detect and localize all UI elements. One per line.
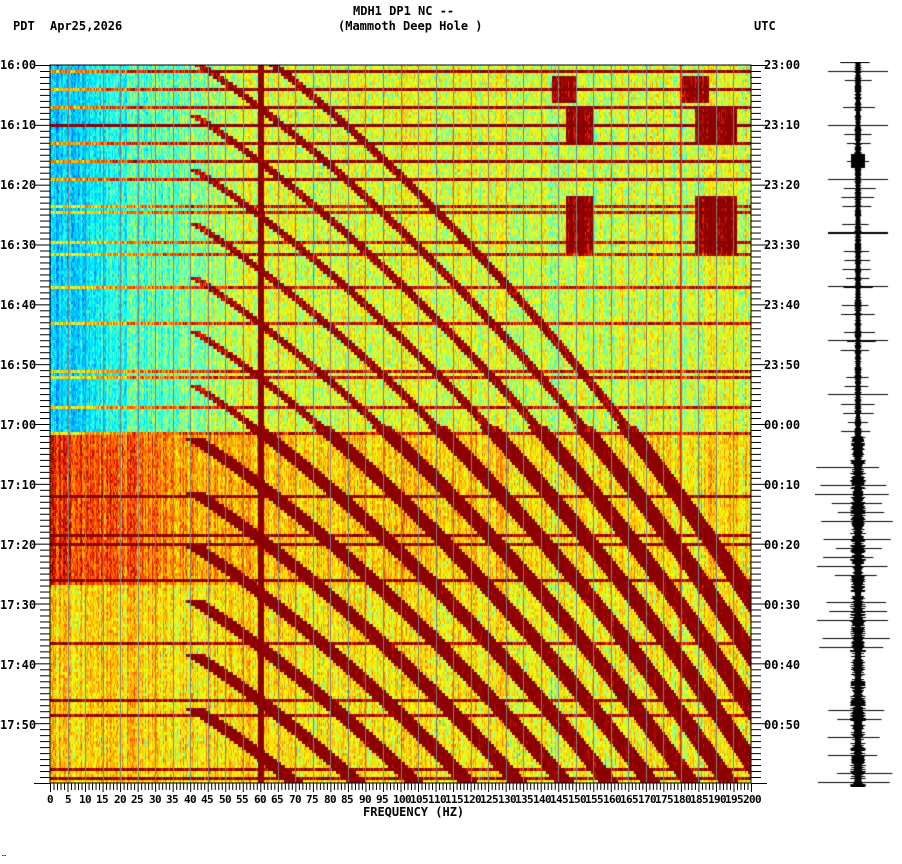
x-tick-label: 165 <box>620 793 639 806</box>
y-tick-label-right: 23:40 <box>764 298 801 312</box>
x-tick-label: 115 <box>445 793 464 806</box>
x-tick-label: 170 <box>638 793 657 806</box>
x-tick-label: 60 <box>254 793 267 806</box>
x-tick-label: 55 <box>236 793 249 806</box>
y-tick-label-right: 23:50 <box>764 358 801 372</box>
y-tick-label-left: 16:00 <box>0 58 37 72</box>
x-tick-label: 135 <box>515 793 534 806</box>
spectrogram-plot <box>50 65 751 783</box>
x-tick-label: 30 <box>149 793 162 806</box>
y-tick-label-right: 00:20 <box>764 538 801 552</box>
y-tick-label-left: 17:00 <box>0 418 37 432</box>
y-tick-label-right: 23:30 <box>764 238 801 252</box>
x-tick-label: 175 <box>655 793 674 806</box>
station-title: MDH1 DP1 NC -- <box>353 4 455 18</box>
x-tick-label: 85 <box>341 793 354 806</box>
x-tick-label: 0 <box>47 793 54 806</box>
x-tick-label: 125 <box>480 793 499 806</box>
y-tick-label-right: 00:30 <box>764 598 801 612</box>
x-axis-title: FREQUENCY (HZ) <box>363 805 465 819</box>
x-tick-label: 25 <box>131 793 144 806</box>
x-tick-label: 65 <box>271 793 284 806</box>
right-timezone-label: UTC <box>754 19 776 33</box>
x-tick-label: 110 <box>428 793 447 806</box>
x-tick-label: 35 <box>166 793 179 806</box>
x-tick-label: 130 <box>498 793 517 806</box>
x-tick-label: 190 <box>708 793 727 806</box>
x-tick-label: 145 <box>550 793 569 806</box>
x-tick-label: 50 <box>219 793 232 806</box>
x-tick-label: 195 <box>725 793 744 806</box>
y-tick-label-right: 23:10 <box>764 118 801 132</box>
x-tick-label: 185 <box>690 793 709 806</box>
x-tick-label: 40 <box>184 793 197 806</box>
y-tick-label-left: 16:50 <box>0 358 37 372</box>
y-tick-label-left: 17:50 <box>0 718 37 732</box>
y-tick-label-right: 23:00 <box>764 58 801 72</box>
y-tick-label-right: 00:50 <box>764 718 801 732</box>
x-tick-label: 100 <box>393 793 412 806</box>
y-tick-label-right: 23:20 <box>764 178 801 192</box>
x-tick-label: 95 <box>376 793 389 806</box>
x-tick-label: 90 <box>359 793 372 806</box>
x-tick-label: 70 <box>289 793 302 806</box>
site-name: (Mammoth Deep Hole ) <box>338 19 483 33</box>
y-tick-label-left: 16:10 <box>0 118 37 132</box>
x-tick-label: 15 <box>96 793 109 806</box>
seismogram-trace <box>815 62 895 787</box>
y-tick-label-left: 17:30 <box>0 598 37 612</box>
x-tick-label: 80 <box>324 793 337 806</box>
x-tick-label: 120 <box>463 793 482 806</box>
y-tick-label-left: 17:20 <box>0 538 37 552</box>
y-tick-label-left: 17:10 <box>0 478 37 492</box>
y-tick-label-right: 00:00 <box>764 418 801 432</box>
footer-mark: … <box>2 850 7 858</box>
x-tick-label: 180 <box>673 793 692 806</box>
x-tick-label: 75 <box>306 793 319 806</box>
y-tick-label-left: 16:40 <box>0 298 37 312</box>
x-tick-label: 10 <box>79 793 92 806</box>
left-timezone-label: PDT <box>13 19 35 33</box>
x-tick-label: 140 <box>533 793 552 806</box>
y-tick-label-left: 16:20 <box>0 178 37 192</box>
x-tick-label: 5 <box>65 793 72 806</box>
x-tick-label: 105 <box>410 793 429 806</box>
x-tick-label: 160 <box>603 793 622 806</box>
x-tick-label: 155 <box>585 793 604 806</box>
x-tick-label: 200 <box>743 793 762 806</box>
y-tick-label-left: 17:40 <box>0 658 37 672</box>
x-tick-label: 150 <box>568 793 587 806</box>
date-label: Apr25,2026 <box>50 19 123 33</box>
x-tick-label: 45 <box>201 793 214 806</box>
y-tick-label-left: 16:30 <box>0 238 37 252</box>
x-tick-label: 20 <box>114 793 127 806</box>
y-tick-label-right: 00:10 <box>764 478 801 492</box>
y-tick-label-right: 00:40 <box>764 658 801 672</box>
